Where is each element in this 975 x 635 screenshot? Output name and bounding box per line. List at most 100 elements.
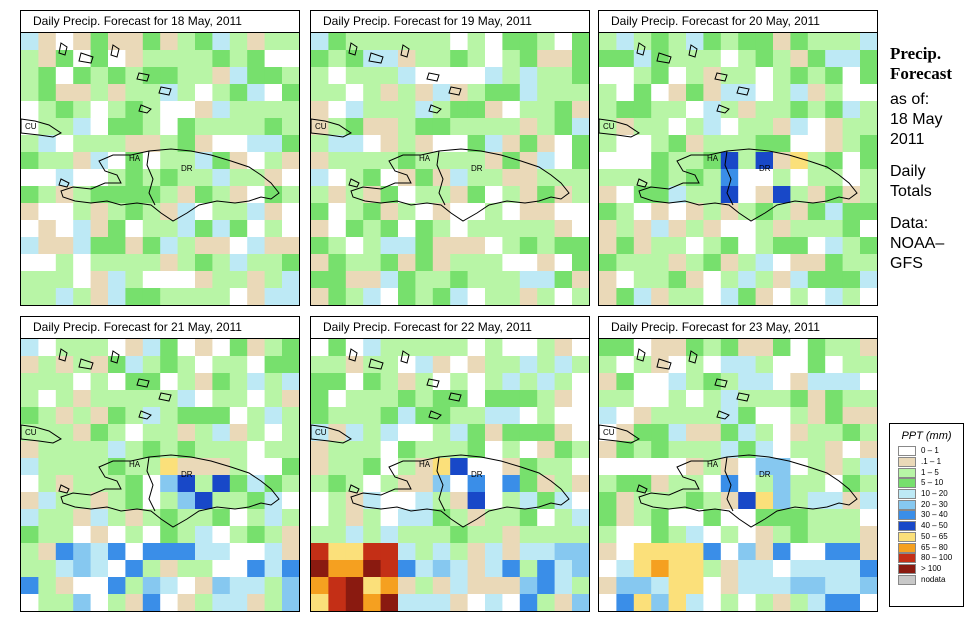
precip-cell bbox=[773, 594, 791, 611]
precip-cell bbox=[363, 135, 382, 153]
precip-cell bbox=[485, 475, 503, 493]
precip-cell bbox=[860, 169, 877, 187]
precip-cell bbox=[415, 543, 434, 561]
precip-cell bbox=[825, 424, 844, 442]
precip-cell bbox=[328, 67, 347, 85]
precip-cell bbox=[720, 237, 739, 255]
precip-cell bbox=[21, 339, 39, 357]
precip-cell bbox=[790, 271, 809, 289]
precip-cell bbox=[755, 492, 774, 510]
precip-cell bbox=[720, 543, 739, 561]
precip-cell bbox=[73, 84, 92, 102]
precip-cell bbox=[502, 33, 521, 51]
precip-cell bbox=[572, 407, 589, 425]
precip-cell bbox=[860, 509, 877, 527]
precip-cell bbox=[55, 441, 74, 459]
precip-cell bbox=[554, 101, 573, 119]
precip-cell bbox=[38, 509, 57, 527]
precip-cell bbox=[264, 560, 283, 578]
precip-cell bbox=[599, 577, 617, 595]
legend-swatch bbox=[898, 446, 916, 457]
precip-cell bbox=[572, 458, 589, 476]
precip-cell bbox=[282, 288, 299, 305]
precip-cell bbox=[485, 339, 503, 357]
precip-cell bbox=[860, 424, 877, 442]
precip-cell bbox=[264, 458, 283, 476]
precip-cell bbox=[807, 84, 826, 102]
precip-cell bbox=[467, 220, 486, 238]
precip-cell bbox=[651, 203, 670, 221]
precip-cell bbox=[842, 288, 861, 305]
precip-cell bbox=[108, 526, 126, 544]
precip-cell bbox=[572, 118, 589, 136]
precip-cell bbox=[229, 407, 248, 425]
precip-cell bbox=[264, 594, 283, 611]
precip-cell bbox=[537, 339, 556, 357]
precip-cell bbox=[398, 560, 416, 578]
precip-cell bbox=[38, 356, 57, 374]
precip-cell bbox=[229, 254, 248, 272]
precip-cell bbox=[21, 424, 39, 442]
precip-cell bbox=[125, 152, 144, 170]
precip-cell bbox=[264, 526, 283, 544]
precip-cell bbox=[572, 543, 589, 561]
precip-cell bbox=[229, 271, 248, 289]
precip-cell bbox=[554, 577, 573, 595]
precip-cell bbox=[467, 526, 486, 544]
precip-cell bbox=[450, 152, 469, 170]
precip-cell bbox=[720, 441, 739, 459]
precip-cell bbox=[38, 152, 57, 170]
precip-cell bbox=[38, 135, 57, 153]
precip-cell bbox=[21, 577, 39, 595]
precip-cell bbox=[21, 254, 39, 272]
precip-cell bbox=[616, 84, 635, 102]
precip-cell bbox=[572, 288, 589, 305]
precip-cell bbox=[554, 356, 573, 374]
precip-cell bbox=[502, 424, 521, 442]
precip-cell bbox=[807, 271, 826, 289]
precip-cell bbox=[686, 407, 704, 425]
precip-cell bbox=[282, 458, 299, 476]
bahamas-coastline bbox=[348, 42, 358, 56]
precip-cell bbox=[616, 390, 635, 408]
precip-map: CU HA DR bbox=[311, 33, 589, 305]
precip-cell bbox=[537, 458, 556, 476]
precip-cell bbox=[73, 373, 92, 391]
precip-cell bbox=[73, 101, 92, 119]
precip-cell bbox=[519, 101, 538, 119]
precip-cell bbox=[807, 492, 826, 510]
precip-cell bbox=[668, 84, 687, 102]
precip-cell bbox=[21, 152, 39, 170]
precip-cell bbox=[686, 475, 704, 493]
precip-cell bbox=[755, 458, 774, 476]
precip-cell bbox=[345, 594, 364, 611]
precip-cell bbox=[485, 424, 503, 442]
precip-cell bbox=[519, 577, 538, 595]
precip-cell bbox=[572, 492, 589, 510]
precip-cell bbox=[651, 577, 670, 595]
precip-cell bbox=[328, 390, 347, 408]
precip-cell bbox=[38, 220, 57, 238]
precip-cell bbox=[311, 475, 329, 493]
country-label: CU bbox=[25, 428, 37, 437]
precip-cell bbox=[328, 560, 347, 578]
precip-cell bbox=[537, 152, 556, 170]
precip-cell bbox=[195, 237, 213, 255]
bahamas-coastline bbox=[400, 44, 410, 58]
precip-cell bbox=[633, 33, 652, 51]
precip-cell bbox=[790, 50, 809, 68]
precip-cell bbox=[519, 152, 538, 170]
precip-cell bbox=[55, 118, 74, 136]
precip-cell bbox=[755, 50, 774, 68]
precip-cell bbox=[264, 543, 283, 561]
precip-cell bbox=[282, 560, 299, 578]
precip-cell bbox=[502, 84, 521, 102]
precip-cell bbox=[160, 254, 179, 272]
precip-cell bbox=[311, 543, 329, 561]
precip-cell bbox=[807, 339, 826, 357]
precip-cell bbox=[450, 271, 469, 289]
precip-cell bbox=[467, 492, 486, 510]
precip-cell bbox=[142, 203, 161, 221]
precip-cell bbox=[90, 169, 109, 187]
precip-cell bbox=[738, 220, 757, 238]
